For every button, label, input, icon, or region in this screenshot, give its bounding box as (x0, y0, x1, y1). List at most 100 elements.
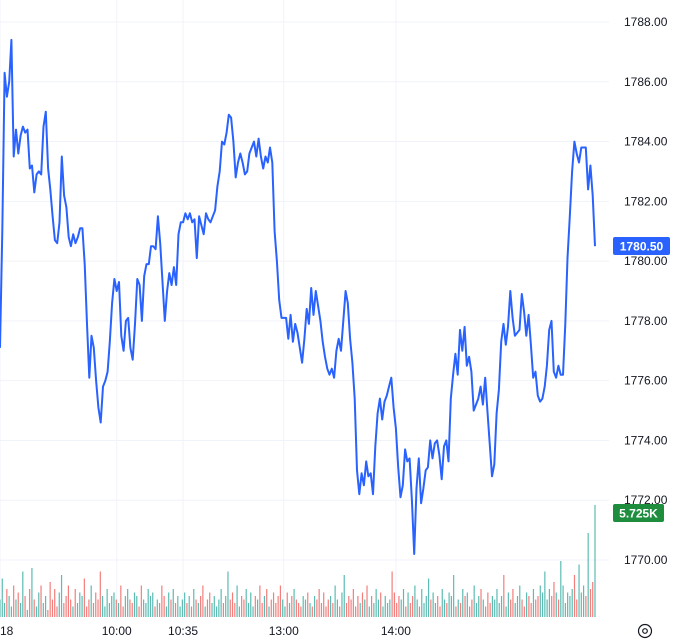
volume-bar (83, 578, 85, 617)
volume-bar (393, 592, 395, 617)
volume-bar (170, 599, 172, 617)
volume-bar (498, 603, 500, 617)
volume-bar (279, 585, 282, 617)
volume-bar (124, 596, 126, 617)
volume-bar (482, 599, 484, 617)
volume-bar (348, 596, 350, 617)
chart-settings-icon[interactable] (637, 623, 653, 639)
volume-bar (336, 599, 338, 617)
y-tick-label: 1788.00 (624, 15, 668, 29)
volume-bar (578, 564, 580, 617)
volume-bar (530, 603, 532, 617)
volume-bar (487, 592, 489, 617)
volume-bar (432, 592, 434, 617)
volume-bar (35, 606, 38, 617)
volume-bar (523, 606, 525, 617)
volume-bar (567, 592, 569, 617)
volume-bar (368, 606, 370, 617)
volume-bar (266, 589, 268, 617)
y-tick-label: 1772.00 (624, 493, 668, 507)
volume-bar (592, 582, 594, 617)
volume-bar (471, 599, 473, 617)
volume-bar (86, 606, 88, 617)
volume-bar (122, 606, 124, 617)
volume-bar (115, 599, 117, 617)
x-tick-label: 18 (0, 624, 14, 638)
volume-bar (386, 603, 389, 617)
price-series-line (0, 38, 596, 555)
volume-bar (113, 592, 115, 617)
volume-bar (29, 589, 31, 617)
volume-bar (521, 599, 523, 617)
volume-bar (51, 599, 54, 617)
volume-bar (136, 596, 138, 617)
volume-bar (473, 585, 475, 617)
volume-bar (263, 596, 266, 617)
volume-bar (484, 606, 487, 617)
volume-bar (127, 589, 129, 617)
y-tick-label: 1780.00 (624, 254, 668, 268)
volume-bar (291, 596, 293, 617)
volume-bar (3, 603, 6, 617)
volume-bar (391, 571, 393, 617)
volume-bar (580, 592, 582, 617)
volume-bar (361, 592, 364, 617)
volume-bar (56, 606, 58, 617)
volume-bar (10, 606, 12, 617)
volume-bar (311, 606, 313, 617)
volume-bar (573, 575, 576, 617)
volume-bar (500, 596, 503, 617)
x-tick-label: 13:00 (269, 624, 299, 638)
volume-bar (425, 596, 427, 617)
volume-bar (421, 589, 423, 617)
volume-bar (172, 589, 174, 617)
volume-bar (309, 603, 311, 617)
volume-bar (177, 596, 179, 617)
volume-bar (325, 606, 327, 617)
volume-badge: 5.725K (613, 504, 664, 522)
volume-bar (357, 596, 359, 617)
y-tick-label: 1774.00 (624, 433, 668, 447)
volume-bar (352, 589, 354, 617)
volume-bar (576, 599, 578, 617)
volume-bar (475, 603, 478, 617)
volume-bar (245, 589, 247, 617)
volume-bar (229, 599, 231, 617)
volume-bar (179, 606, 181, 617)
volume-bar (380, 592, 382, 617)
volume-bar (594, 505, 596, 617)
volume-bar (343, 575, 345, 617)
volume-bar (193, 589, 195, 617)
volume-bar (446, 603, 448, 617)
volume-bar (24, 596, 26, 617)
volume-bar (0, 599, 1, 617)
volume-bar (320, 603, 323, 617)
volume-bar (17, 592, 19, 617)
volume-bar (329, 596, 332, 617)
volume-bar (398, 596, 400, 617)
volume-bar (129, 599, 131, 617)
last-price-badge: 1780.50 (613, 237, 670, 255)
volume-bar (234, 603, 236, 617)
volume-bar (222, 603, 225, 617)
volume-bar (571, 589, 573, 617)
time-axis[interactable]: 18 10:00 10:35 13:00 14:00 (0, 624, 411, 638)
volume-bar (88, 599, 90, 617)
y-tick-label: 1786.00 (624, 75, 668, 89)
volume-bar (544, 571, 546, 617)
volume-bar (430, 599, 432, 617)
price-axis[interactable]: 1788.00 1786.00 1784.00 1782.00 1780.00 1778.… (624, 15, 668, 567)
volume-bar (507, 592, 509, 617)
volume-bar (526, 592, 528, 617)
volume-bar (323, 592, 325, 617)
volume-bar (469, 606, 471, 617)
volume-bar (140, 585, 142, 617)
volume-bar (589, 589, 592, 617)
volume-bar (40, 585, 42, 617)
volume-bar (156, 599, 158, 617)
volume-bar (318, 589, 320, 617)
volume-bar (327, 599, 329, 617)
y-tick-label: 1784.00 (624, 135, 668, 149)
volume-bar (359, 603, 361, 617)
